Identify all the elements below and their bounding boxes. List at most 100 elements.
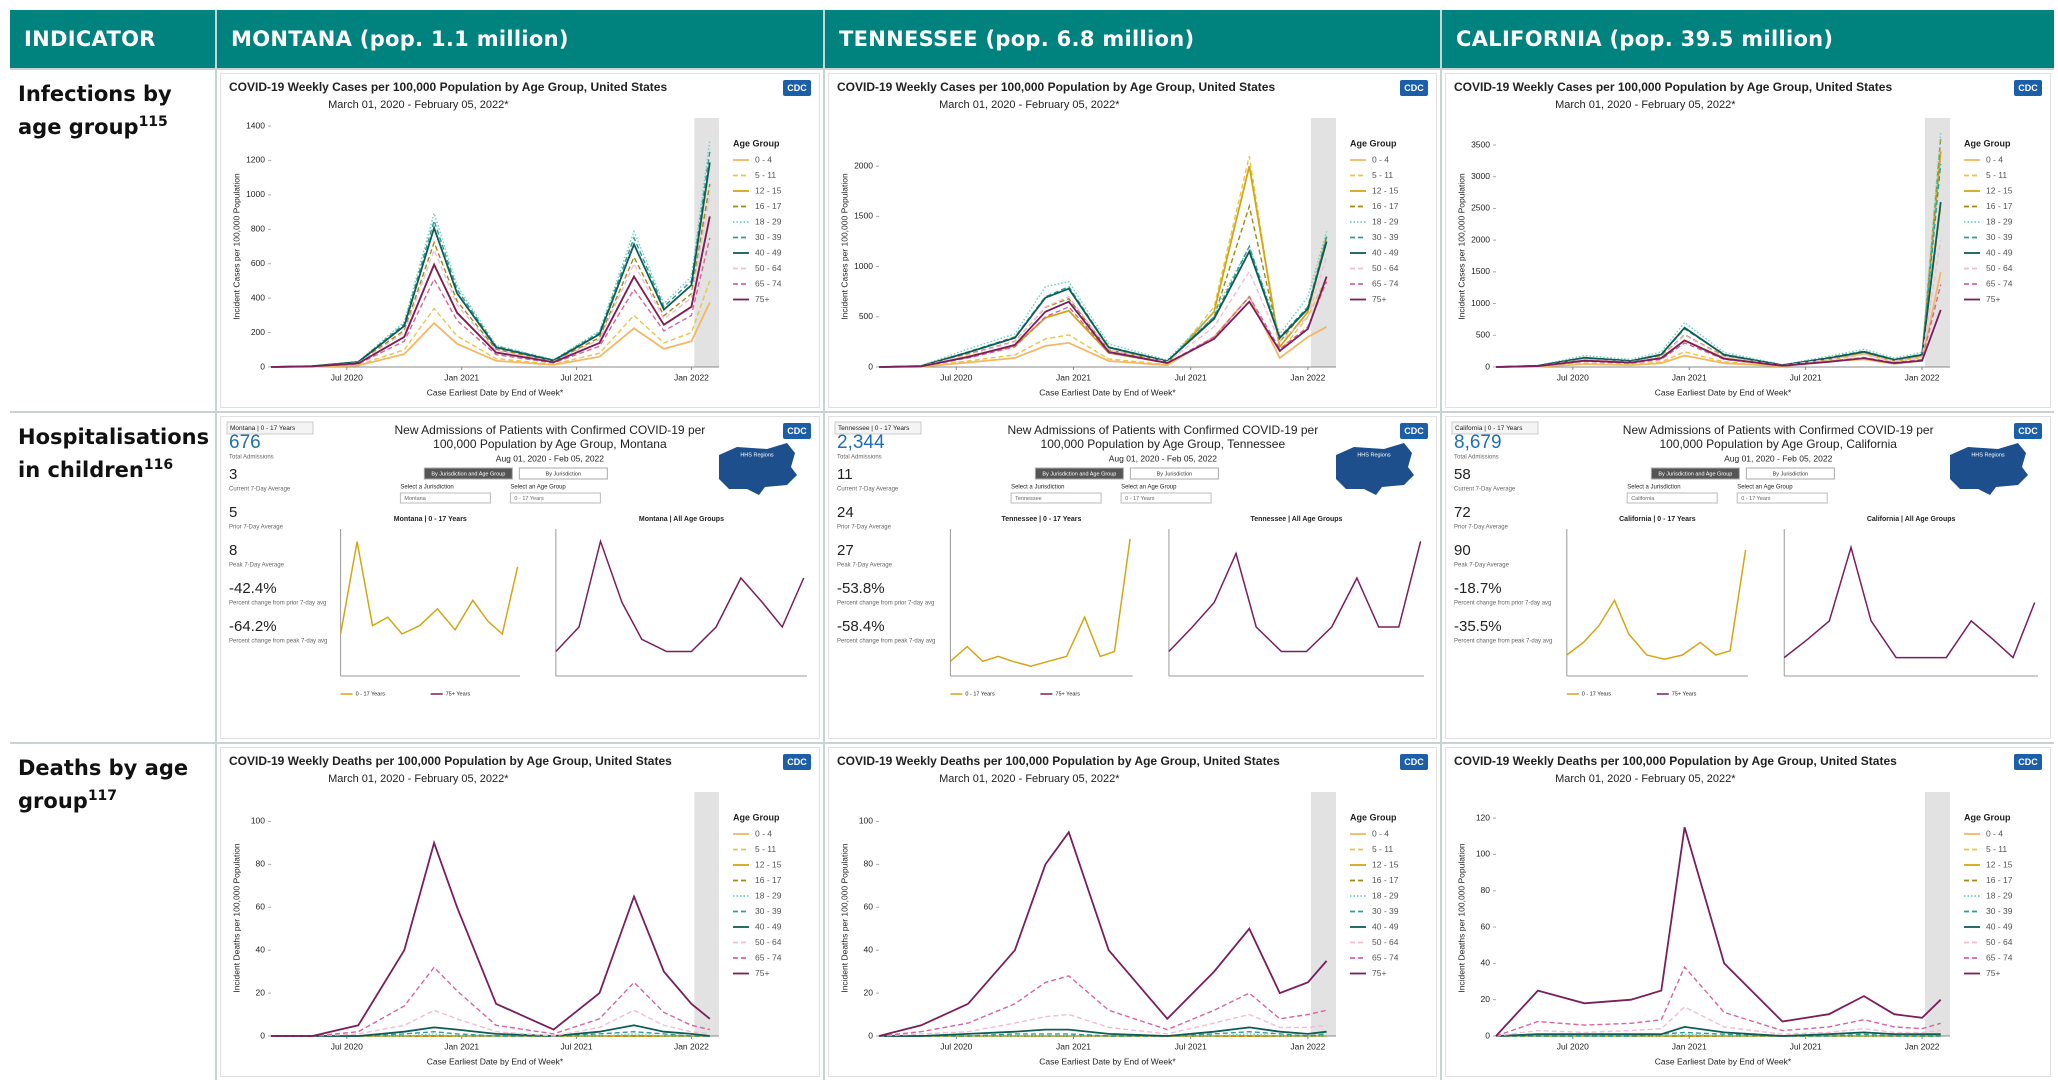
selector-box <box>1120 492 1212 504</box>
y-tick-label: 40 <box>256 944 266 954</box>
legend-label: 75+ <box>1986 294 2000 304</box>
stat-value: -58.4% <box>837 618 885 635</box>
stat-label: Prior 7-Day Average <box>229 525 284 531</box>
selector-box <box>399 492 491 504</box>
data-line <box>1495 965 1941 1037</box>
data-line <box>879 1026 1327 1037</box>
mini-chart-title: Montana | All Age Groups <box>639 516 724 523</box>
legend-label: 0 - 17 Years <box>356 691 386 697</box>
panel-cell: COVID-19 Weekly Deaths per 100,000 Popul… <box>825 744 1440 1080</box>
tab-label: By Jurisdiction and Age Group <box>1658 471 1732 477</box>
data-line <box>1495 1006 1941 1037</box>
data-line <box>270 302 711 368</box>
y-tick-label: 100 <box>859 816 873 826</box>
legend-label: 30 - 39 <box>1986 232 2013 242</box>
x-tick-label: Jul 2021 <box>1790 372 1822 382</box>
legend-title: Age Group <box>733 812 780 822</box>
y-tick-label: 1500 <box>854 211 873 221</box>
legend-label: 30 - 39 <box>1372 906 1399 916</box>
logo-box <box>783 754 811 770</box>
y-tick-label: 0 <box>868 361 873 371</box>
logo: CDC <box>1404 83 1424 93</box>
legend-label: 40 - 49 <box>755 921 782 931</box>
legend-label: 65 - 74 <box>1372 952 1399 962</box>
legend-label: 5 - 11 <box>1986 170 2007 180</box>
tab <box>423 467 513 480</box>
data-line <box>270 237 711 368</box>
tab <box>1034 467 1124 480</box>
stat-value: 5 <box>229 504 237 521</box>
x-tick-label: Jul 2021 <box>560 1041 592 1051</box>
dashboard-date: Aug 01, 2020 - Feb 05, 2022 <box>496 453 604 463</box>
y-tick-label: 40 <box>1481 958 1491 968</box>
chart-panel: COVID-19 Weekly Cases per 100,000 Popula… <box>828 73 1437 408</box>
y-tick-label: 500 <box>859 311 873 321</box>
selector-label: Select an Age Group <box>510 485 566 491</box>
y-axis-label: Incident Deaths per 100,000 Population <box>839 843 849 993</box>
tab-label: By Jurisdiction <box>1157 471 1192 477</box>
y-tick-label: 400 <box>251 292 265 302</box>
stat-label: Total Admissions <box>229 455 274 461</box>
stat-value: 27 <box>837 542 854 559</box>
selector-box <box>1010 492 1102 504</box>
legend-label: 12 - 15 <box>1372 185 1399 195</box>
legend-label: 65 - 74 <box>1372 278 1399 288</box>
data-line <box>878 281 1328 368</box>
logo: CDC <box>787 83 807 93</box>
panel-cell: COVID-19 Weekly Cases per 100,000 Popula… <box>217 70 823 411</box>
data-line <box>1495 826 1942 1037</box>
data-line <box>270 216 711 368</box>
chart-subtitle: March 01, 2020 - February 05, 2022* <box>939 773 1120 785</box>
y-tick-label: 3000 <box>1471 171 1490 181</box>
stat-label: Percent change from prior 7-day avg <box>1454 601 1551 607</box>
legend-label: 75+ <box>1986 968 2000 978</box>
legend-label: 65 - 74 <box>755 278 782 288</box>
header-cell: CALIFORNIA (pop. 39.5 million) <box>1442 10 2054 68</box>
tab-label: By Jurisdiction and Age Group <box>431 471 505 477</box>
logo-box <box>1400 423 1428 439</box>
row-label: Infections by age group115 <box>10 70 215 411</box>
legend-label: 5 - 11 <box>1372 844 1393 854</box>
data-line <box>878 295 1328 368</box>
y-tick-label: 1200 <box>246 155 265 165</box>
y-axis-label: Incident Cases per 100,000 Population <box>839 173 849 320</box>
dashboard-title: New Admissions of Patients with Confirme… <box>395 423 706 437</box>
y-tick-label: 80 <box>1481 885 1491 895</box>
x-tick-label: Jan 2022 <box>674 1041 709 1051</box>
legend-label: 18 - 29 <box>1372 890 1399 900</box>
selector-label: Select a Jurisdiction <box>1627 485 1680 491</box>
data-line <box>1783 544 2036 659</box>
legend-label: 50 - 64 <box>755 263 782 273</box>
legend-label: 5 - 11 <box>1986 844 2007 854</box>
legend-title: Age Group <box>733 138 780 148</box>
legend-label: 75+ <box>755 294 769 304</box>
y-tick-label: 3500 <box>1471 139 1490 149</box>
x-axis-label: Case Earliest Date by End of Week* <box>1655 387 1792 397</box>
legend-label: 0 - 17 Years <box>1582 691 1612 697</box>
stat-label: Total Admissions <box>837 455 882 461</box>
chart-subtitle: March 01, 2020 - February 05, 2022* <box>1555 99 1736 111</box>
x-tick-label: Jul 2021 <box>1175 1041 1207 1051</box>
selector-value: Tennessee <box>1015 496 1042 502</box>
panel-cell: COVID-19 Weekly Deaths per 100,000 Popul… <box>217 744 823 1080</box>
x-tick-label: Jul 2020 <box>331 1041 363 1051</box>
y-tick-label: 20 <box>256 987 266 997</box>
dashboard-title: New Admissions of Patients with Confirme… <box>1007 423 1318 437</box>
stat-label: Peak 7-Day Average <box>837 563 893 569</box>
y-tick-label: 80 <box>864 859 874 869</box>
us-map <box>719 443 797 495</box>
x-tick-label: Jul 2020 <box>940 1041 972 1051</box>
legend-label: 5 - 11 <box>755 844 776 854</box>
legend-label: 50 - 64 <box>1372 263 1399 273</box>
y-tick-label: 800 <box>251 224 265 234</box>
y-tick-label: 1000 <box>1471 298 1490 308</box>
legend-label: 16 - 17 <box>1986 875 2013 885</box>
us-map <box>1336 443 1414 495</box>
filter-label: Tennessee | 0 - 17 Years <box>838 425 910 432</box>
y-tick-label: 20 <box>864 987 874 997</box>
data-line <box>1495 138 1942 368</box>
x-axis-label: Case Earliest Date by End of Week* <box>427 1056 564 1066</box>
legend-label: 12 - 15 <box>1986 185 2013 195</box>
legend-label: 75+ Years <box>1055 691 1080 697</box>
logo-box <box>783 80 811 96</box>
